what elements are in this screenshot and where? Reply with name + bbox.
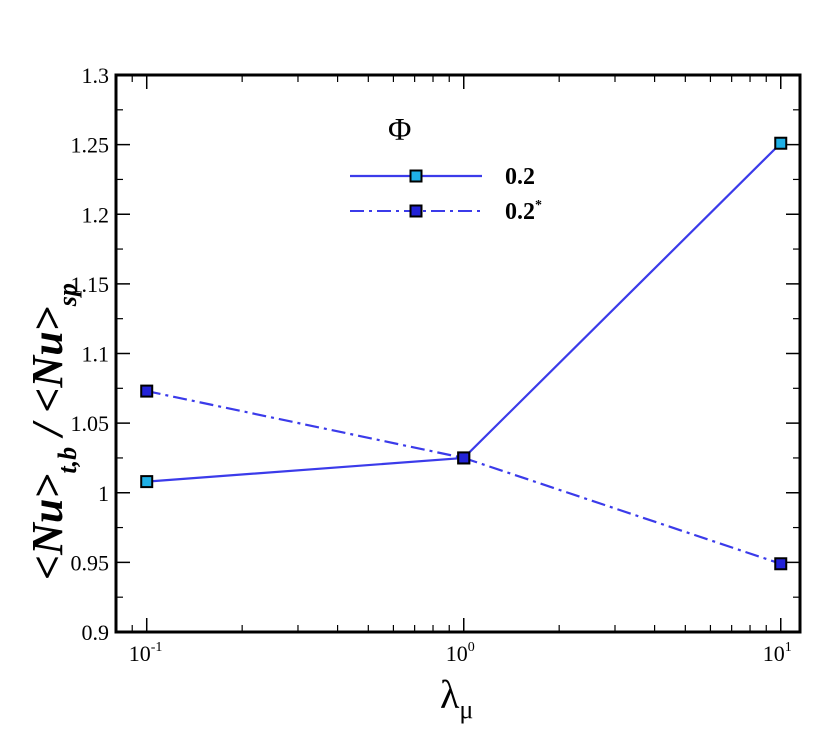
x-tick-label-base: 10 xyxy=(129,641,151,666)
x-tick-label-base: 10 xyxy=(763,641,785,666)
y-tick-label: 1.05 xyxy=(71,411,110,436)
y-tick-labels: 0.9 0.95 1 1.05 1.1 1.15 1.2 1.25 1.3 xyxy=(71,63,110,645)
y-axis-title-part1: <Nu> xyxy=(23,474,72,580)
x-tick-label: 10-1 xyxy=(129,640,163,666)
legend-label-series-2-sup: * xyxy=(535,198,542,213)
data-point-series-1 xyxy=(774,136,788,150)
x-tick-label-exponent: 0 xyxy=(468,640,475,655)
x-tick-label-base: 10 xyxy=(446,641,468,666)
x-tick-labels: 10-1 100 101 xyxy=(129,640,792,666)
plot-frame xyxy=(114,73,802,634)
y-axis-title-sub1: t,b xyxy=(53,447,82,474)
data-point-series-2 xyxy=(774,557,788,571)
x-axis-title: λμ xyxy=(440,672,473,724)
series-markers xyxy=(140,136,788,571)
x-tick-label-exponent: 1 xyxy=(785,640,792,655)
y-axis-title: <Nu>t,b / <Nu>sp xyxy=(23,283,82,580)
x-tick-label: 100 xyxy=(446,640,475,666)
data-point-series-2 xyxy=(140,384,154,398)
legend-label-series-2: 0.2* xyxy=(505,198,542,225)
y-axis-title-part2: <Nu> xyxy=(23,306,72,412)
series-lines xyxy=(146,142,782,565)
series-line-1 xyxy=(146,142,782,483)
y-tick-label: 1.1 xyxy=(82,342,110,367)
x-minor-ticks xyxy=(116,75,800,632)
series-line-2 xyxy=(146,390,782,565)
y-axis-title-text: <Nu>t,b / <Nu>sp xyxy=(23,283,82,580)
y-tick-label: 1.25 xyxy=(71,133,110,158)
legend-marker-series-1 xyxy=(409,169,423,183)
y-axis-title-sub2: sp xyxy=(53,283,82,307)
legend-title: Φ xyxy=(388,111,411,147)
data-point-series-2 xyxy=(457,451,471,465)
data-point-series-1 xyxy=(140,475,154,489)
y-tick-label: 1 xyxy=(98,481,109,506)
legend-label-series-2-name: 0.2 xyxy=(505,199,535,225)
y-tick-label: 1.3 xyxy=(82,63,110,88)
y-tick-label: 1.15 xyxy=(71,272,110,297)
major-ticks xyxy=(116,74,800,633)
legend-marker-series-2 xyxy=(409,204,423,218)
legend: Φ 0.2 0.2* xyxy=(350,111,542,225)
legend-label-series-1: 0.2 xyxy=(505,164,535,190)
y-axis-title-slash: / xyxy=(23,413,72,447)
y-tick-label: 0.95 xyxy=(71,550,110,575)
y-tick-label: 0.9 xyxy=(82,620,110,645)
x-axis-title-main: λ xyxy=(440,672,460,717)
x-tick-label-exponent: -1 xyxy=(151,640,163,655)
y-tick-label: 1.2 xyxy=(82,202,110,227)
x-axis-title-sub: μ xyxy=(459,695,473,724)
x-tick-label: 101 xyxy=(763,640,792,666)
